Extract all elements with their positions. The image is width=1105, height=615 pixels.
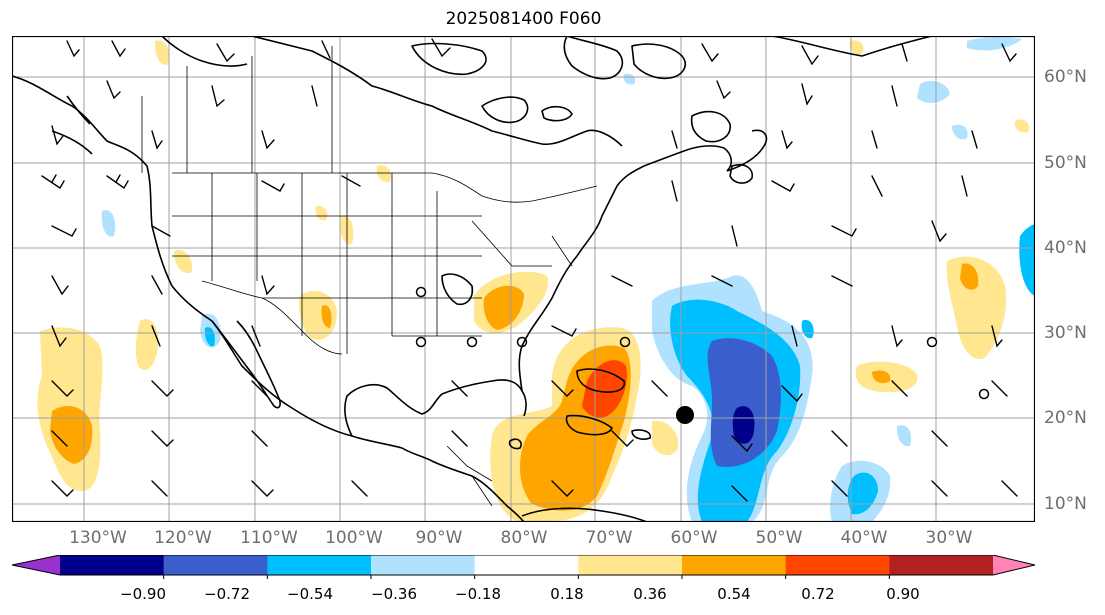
lat-label-40n: 40°N (1044, 238, 1087, 258)
colorbar-segments (12, 555, 1035, 575)
lon-label-40w: 40°W (840, 528, 888, 548)
negative-anomaly-field (101, 36, 1035, 522)
colorbar-segment (267, 555, 372, 575)
colorbar-ticks (163, 575, 890, 579)
colorbar-segment (889, 555, 994, 575)
colorbar-tick-label: 0.54 (717, 585, 751, 603)
lon-label-110w: 110°W (240, 528, 298, 548)
coastlines (12, 36, 933, 522)
lon-label-120w: 120°W (154, 528, 212, 548)
colorbar-segment (682, 555, 787, 575)
colorbar-tick-label: −0.54 (287, 585, 333, 603)
colorbar-tick-label: −0.72 (204, 585, 250, 603)
lon-label-30w: 30°W (925, 528, 973, 548)
storm-markers (415, 286, 990, 424)
lat-label-20n: 20°N (1044, 408, 1087, 428)
colorbar-segment (785, 555, 890, 575)
lon-label-100w: 100°W (325, 528, 383, 548)
lon-label-130w: 130°W (69, 528, 127, 548)
colorbar-segment (578, 555, 683, 575)
colorbar-tick-label: 0.18 (550, 585, 584, 603)
map-panel (12, 36, 1035, 522)
colorbar (11, 555, 1036, 579)
wind-barbs (41, 38, 1018, 502)
lon-label-60w: 60°W (670, 528, 718, 548)
colorbar-segment (163, 555, 268, 575)
lon-label-50w: 50°W (755, 528, 803, 548)
lon-label-90w: 90°W (415, 528, 463, 548)
colorbar-tick-label: 0.36 (633, 585, 667, 603)
colorbar-segment (60, 555, 165, 575)
lat-label-10n: 10°N (1044, 494, 1087, 514)
positive-anomaly-field (37, 40, 1030, 521)
colorbar-extend-high (993, 555, 1035, 575)
colorbar-extend-low (12, 555, 60, 575)
map-title: 2025081400 F060 (445, 9, 602, 29)
lat-label-60n: 60°N (1044, 67, 1087, 87)
lat-label-50n: 50°N (1044, 153, 1087, 173)
colorbar-segment (474, 555, 579, 575)
lon-label-70w: 70°W (585, 528, 633, 548)
political-borders (141, 46, 598, 507)
colorbar-tick-label: −0.90 (120, 585, 166, 603)
colorbar-tick-label: −0.18 (455, 585, 501, 603)
lon-label-80w: 80°W (500, 528, 548, 548)
colorbar-tick-label: 0.72 (801, 585, 835, 603)
colorbar-segment (371, 555, 476, 575)
lat-label-30n: 30°N (1044, 323, 1087, 343)
colorbar-tick-label: −0.36 (371, 585, 417, 603)
colorbar-tick-label: 0.90 (886, 585, 920, 603)
